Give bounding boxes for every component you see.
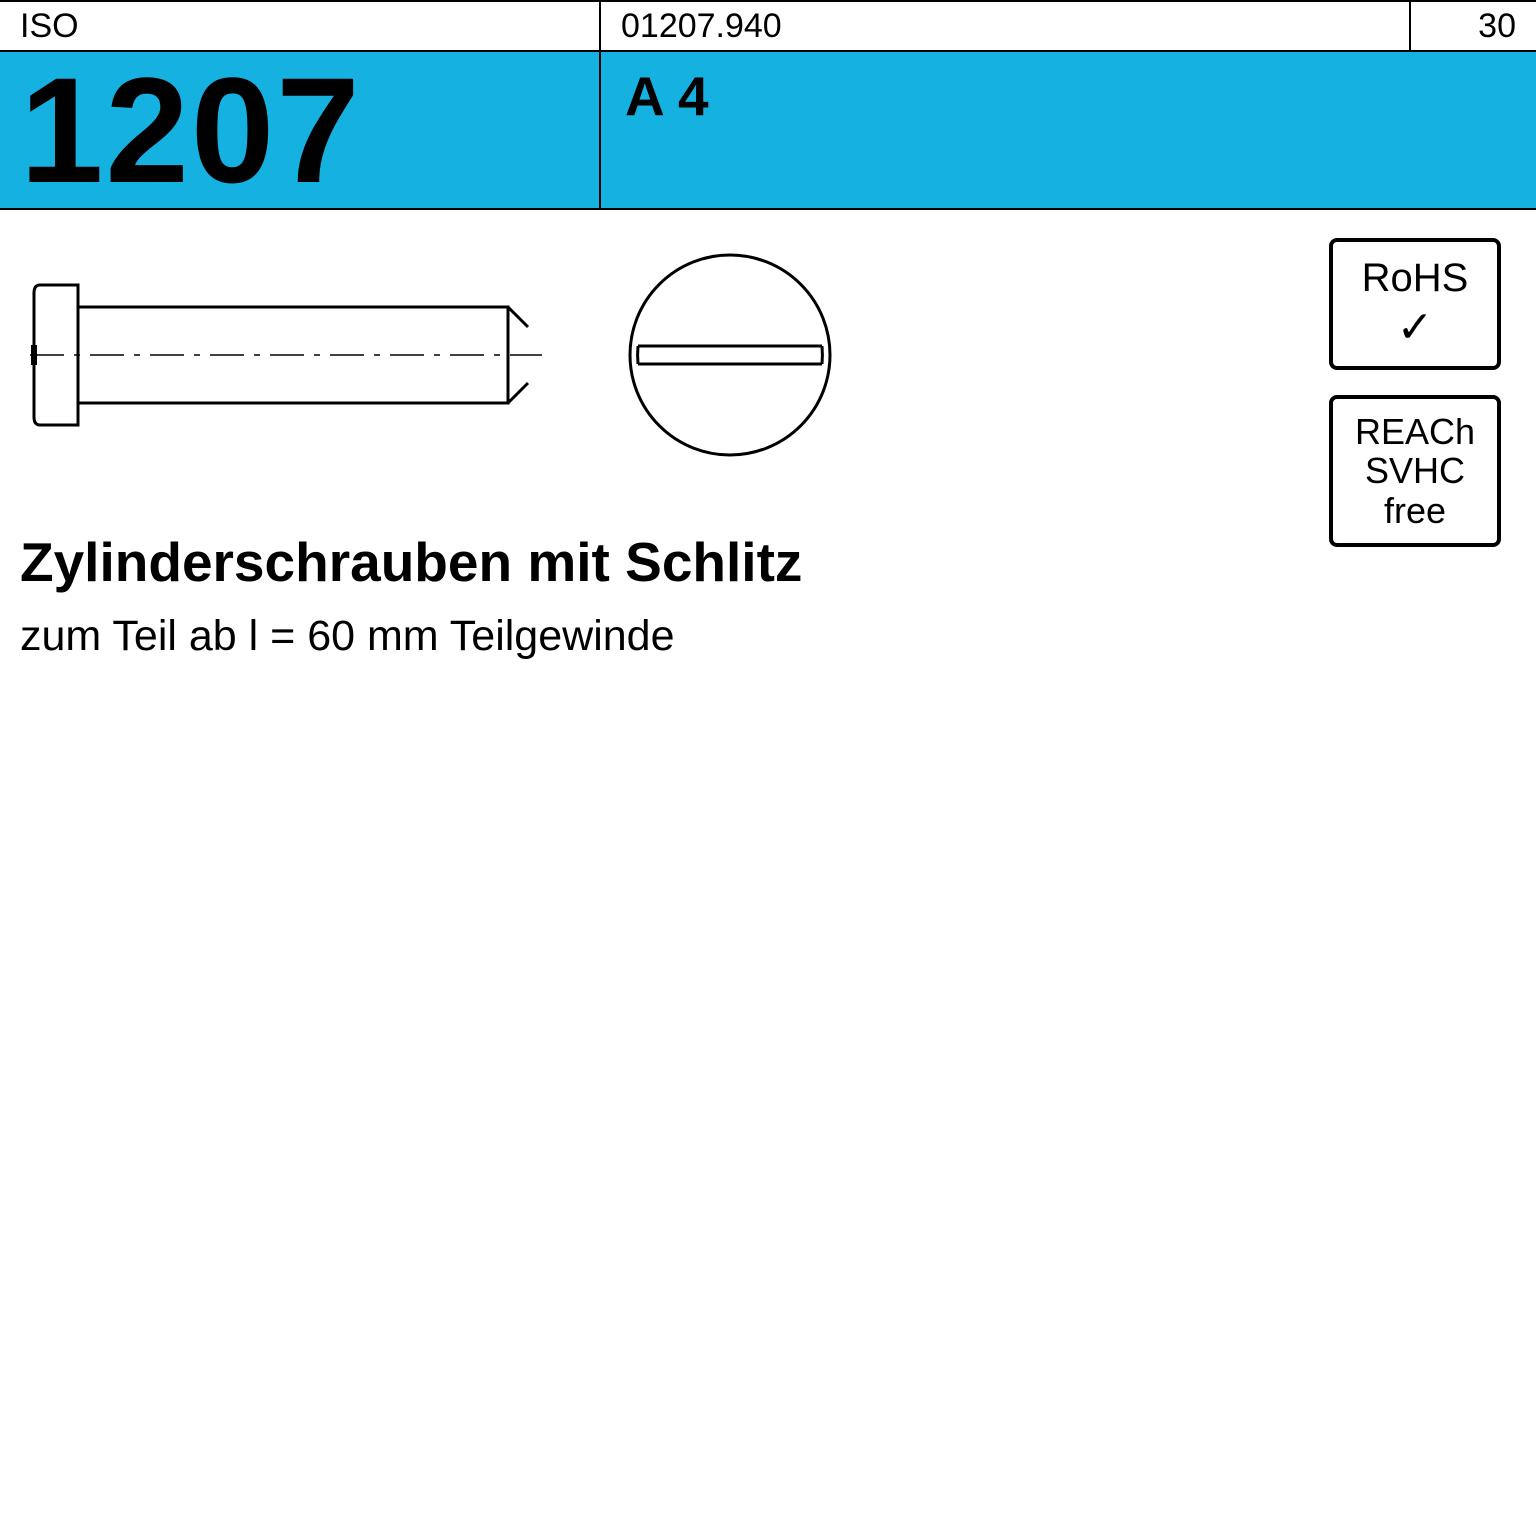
standard-number: 1207 bbox=[20, 55, 362, 205]
check-icon: ✓ bbox=[1397, 304, 1434, 352]
product-title: Zylinderschrauben mit Schlitz bbox=[20, 530, 1220, 594]
screw-side-view bbox=[30, 270, 550, 440]
reach-line1: REACh bbox=[1355, 412, 1475, 452]
material-text: A 4 bbox=[625, 64, 709, 128]
screw-head-front-view bbox=[620, 245, 840, 465]
header-row: ISO 01207.940 30 bbox=[0, 0, 1536, 52]
reach-badge: REACh SVHC free bbox=[1329, 395, 1501, 547]
material-cell: A 4 bbox=[601, 52, 1536, 208]
header-article: 01207.940 bbox=[601, 2, 1411, 50]
header-standard-text: ISO bbox=[20, 7, 79, 46]
header-article-text: 01207.940 bbox=[621, 7, 782, 46]
header-page-text: 30 bbox=[1478, 7, 1516, 46]
reach-line3: free bbox=[1384, 491, 1446, 531]
product-subtitle: zum Teil ab l = 60 mm Teilgewinde bbox=[20, 612, 1220, 661]
description-block: Zylinderschrauben mit Schlitz zum Teil a… bbox=[20, 530, 1220, 661]
rohs-label: RoHS bbox=[1362, 256, 1469, 300]
header-standard: ISO bbox=[0, 2, 601, 50]
reach-line2: SVHC bbox=[1365, 451, 1465, 491]
header-page: 30 bbox=[1411, 2, 1536, 50]
diagram-zone: RoHS ✓ REACh SVHC free bbox=[0, 210, 1536, 490]
rohs-badge: RoHS ✓ bbox=[1329, 238, 1501, 370]
title-row: 1207 A 4 bbox=[0, 52, 1536, 210]
standard-number-cell: 1207 bbox=[0, 52, 601, 208]
